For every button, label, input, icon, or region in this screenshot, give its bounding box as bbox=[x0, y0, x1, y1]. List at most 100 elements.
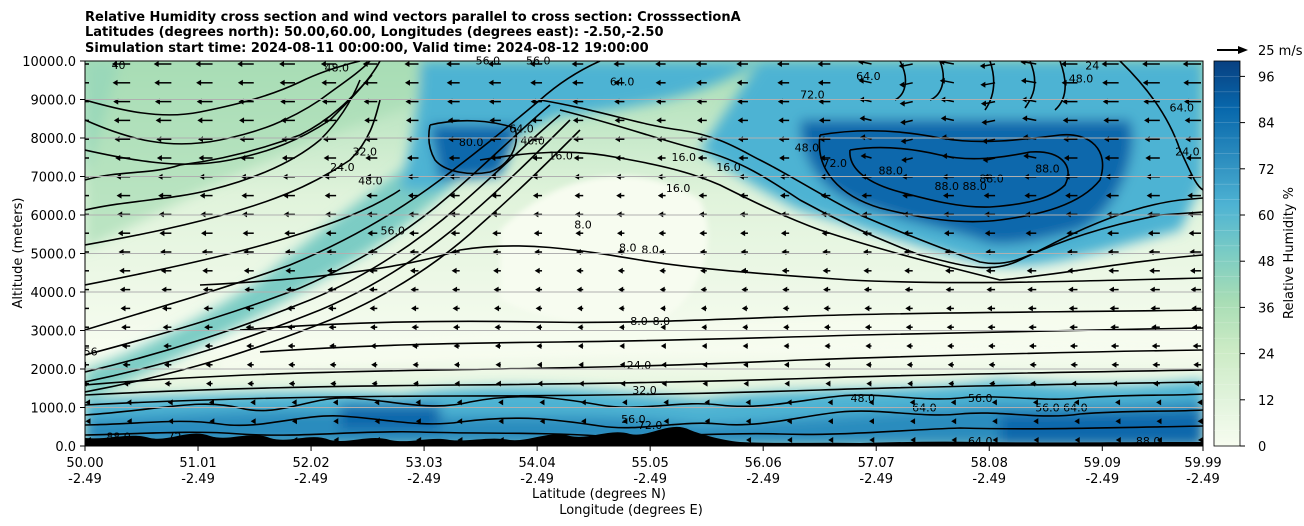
wind-vector-head bbox=[202, 267, 208, 274]
wind-vector-head bbox=[941, 134, 947, 141]
wind-vector-head bbox=[944, 230, 950, 237]
wind-vector bbox=[1029, 361, 1037, 368]
wind-vector-head bbox=[616, 211, 622, 218]
y-tick-label: 2000.0 bbox=[31, 363, 77, 378]
contour-label: 40.0 bbox=[520, 135, 545, 148]
wind-vector bbox=[776, 61, 790, 67]
colorbar-tick-label: 12 bbox=[1258, 394, 1275, 409]
wind-vector-head bbox=[116, 192, 122, 199]
wind-vector-head bbox=[577, 324, 583, 331]
wind-vector bbox=[365, 155, 378, 161]
wind-vector bbox=[946, 305, 954, 312]
wind-vector bbox=[858, 61, 872, 65]
wind-vector-head bbox=[1191, 305, 1197, 312]
wind-vector-head bbox=[491, 211, 497, 218]
contour-label-text: 16.0 bbox=[548, 149, 573, 162]
wind-vector bbox=[1066, 230, 1078, 237]
wind-vector-head bbox=[85, 418, 91, 425]
contour-label-text: 88.0 bbox=[1035, 163, 1060, 176]
wind-vector-head bbox=[454, 380, 460, 387]
wind-vector-head bbox=[406, 155, 412, 161]
wind-vector bbox=[577, 305, 584, 312]
wind-vector-head bbox=[905, 324, 911, 331]
wind-vector bbox=[164, 380, 172, 387]
contour-line bbox=[199, 245, 1203, 286]
wind-vector bbox=[1062, 117, 1078, 124]
wind-vector bbox=[448, 155, 460, 161]
wind-vector-head bbox=[204, 324, 210, 331]
wind-vector-head bbox=[286, 305, 292, 312]
wind-vector-head bbox=[490, 155, 496, 161]
contour-label: 48.0 bbox=[795, 142, 820, 155]
wind-vector-head bbox=[237, 61, 243, 67]
wind-vector bbox=[199, 192, 213, 199]
contour-line bbox=[85, 61, 371, 145]
wind-vector bbox=[1102, 79, 1119, 86]
wind-vector bbox=[700, 305, 707, 312]
wind-vector bbox=[121, 343, 131, 349]
x-tick-longitude: -2.49 bbox=[520, 472, 554, 487]
wind-vector bbox=[992, 418, 998, 425]
wind-vector-head bbox=[1065, 211, 1071, 218]
wind-vector bbox=[858, 77, 872, 84]
wind-vector-head bbox=[620, 380, 626, 387]
contour-label: 8.0 bbox=[641, 244, 659, 257]
wind-vector-head bbox=[617, 267, 623, 274]
contour-label: 88.0 bbox=[979, 172, 1004, 185]
wind-vector bbox=[405, 98, 419, 105]
wind-vector-head bbox=[287, 324, 293, 331]
wind-vector bbox=[660, 343, 666, 349]
wind-vector bbox=[572, 117, 584, 124]
contour-label-text: 56.0 bbox=[968, 392, 993, 405]
rh-moist-upper-center bbox=[400, 61, 760, 190]
wind-vector bbox=[1188, 230, 1201, 237]
wind-vector bbox=[736, 79, 748, 86]
wind-vector bbox=[863, 286, 872, 293]
wind-vector bbox=[85, 100, 89, 103]
wind-vector-head bbox=[864, 305, 870, 312]
wind-vector-head bbox=[158, 211, 164, 218]
wind-vector bbox=[904, 286, 913, 293]
wind-vector bbox=[1024, 211, 1037, 218]
wind-vector-head bbox=[828, 437, 834, 443]
wind-vector-head bbox=[85, 380, 87, 387]
wind-vector-shaft bbox=[863, 117, 872, 122]
wind-vector bbox=[1182, 61, 1201, 67]
wind-vector bbox=[450, 230, 460, 237]
wind-vector-head bbox=[577, 343, 583, 349]
wind-vector bbox=[238, 98, 254, 105]
wind-vector-head bbox=[819, 155, 825, 161]
wind-vector bbox=[368, 267, 378, 274]
wind-vector bbox=[577, 343, 584, 349]
wind-vector bbox=[982, 157, 996, 163]
wind-vector bbox=[154, 98, 172, 105]
wind-vector bbox=[1149, 267, 1160, 274]
wind-vector bbox=[784, 380, 790, 387]
wind-vector bbox=[1068, 286, 1078, 293]
wind-vector bbox=[498, 418, 504, 425]
wind-vector bbox=[411, 305, 419, 312]
x-tick-latitude: 52.02 bbox=[292, 456, 329, 471]
wind-vector bbox=[404, 61, 419, 67]
wind-vector-head bbox=[992, 437, 998, 443]
wind-vector bbox=[195, 61, 213, 67]
wind-vector-head bbox=[984, 211, 990, 218]
wind-vector-head bbox=[817, 79, 823, 86]
wind-vector-head bbox=[824, 361, 830, 368]
wind-vector-head bbox=[495, 361, 501, 368]
wind-vector-head bbox=[1153, 380, 1159, 387]
wind-vector-head bbox=[571, 61, 577, 67]
wind-vector bbox=[447, 98, 460, 105]
wind-vector-head bbox=[374, 418, 380, 425]
contour-label: 24.0 bbox=[1175, 145, 1200, 158]
wind-vector bbox=[204, 324, 213, 331]
wind-vector bbox=[618, 286, 625, 293]
wind-vector bbox=[203, 305, 213, 312]
wind-vector-head bbox=[909, 399, 915, 406]
contour-line bbox=[259, 327, 1203, 353]
wind-vector bbox=[619, 361, 625, 368]
contour-label-text: 56.0 bbox=[621, 413, 646, 426]
wind-vector-head bbox=[860, 134, 866, 141]
wind-vector bbox=[410, 267, 419, 274]
